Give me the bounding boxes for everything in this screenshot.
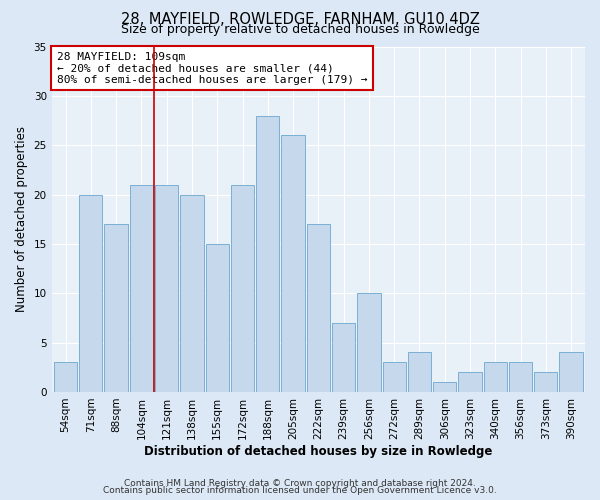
- Bar: [484, 362, 507, 392]
- Bar: [534, 372, 557, 392]
- Text: 28, MAYFIELD, ROWLEDGE, FARNHAM, GU10 4DZ: 28, MAYFIELD, ROWLEDGE, FARNHAM, GU10 4D…: [121, 12, 479, 28]
- Bar: [509, 362, 532, 392]
- Bar: [332, 323, 355, 392]
- Bar: [307, 224, 330, 392]
- Bar: [206, 244, 229, 392]
- Bar: [181, 194, 203, 392]
- Bar: [79, 194, 103, 392]
- Text: Size of property relative to detached houses in Rowledge: Size of property relative to detached ho…: [121, 22, 479, 36]
- Bar: [231, 184, 254, 392]
- Bar: [130, 184, 153, 392]
- Bar: [357, 294, 380, 392]
- Bar: [155, 184, 178, 392]
- Bar: [383, 362, 406, 392]
- Text: Contains HM Land Registry data © Crown copyright and database right 2024.: Contains HM Land Registry data © Crown c…: [124, 478, 476, 488]
- Bar: [54, 362, 77, 392]
- Bar: [433, 382, 457, 392]
- Text: 28 MAYFIELD: 109sqm
← 20% of detached houses are smaller (44)
80% of semi-detach: 28 MAYFIELD: 109sqm ← 20% of detached ho…: [57, 52, 367, 85]
- X-axis label: Distribution of detached houses by size in Rowledge: Distribution of detached houses by size …: [144, 444, 493, 458]
- Bar: [256, 116, 280, 392]
- Bar: [559, 352, 583, 392]
- Bar: [281, 136, 305, 392]
- Bar: [408, 352, 431, 392]
- Y-axis label: Number of detached properties: Number of detached properties: [15, 126, 28, 312]
- Bar: [104, 224, 128, 392]
- Text: Contains public sector information licensed under the Open Government Licence v3: Contains public sector information licen…: [103, 486, 497, 495]
- Bar: [458, 372, 482, 392]
